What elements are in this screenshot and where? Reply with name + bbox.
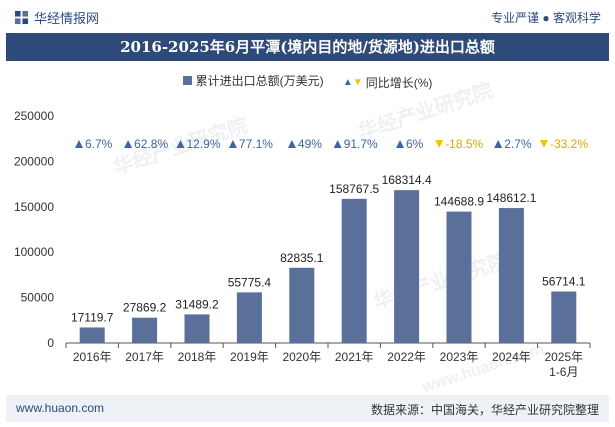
growth-up-marker: [287, 140, 296, 148]
growth-up-marker: [396, 140, 404, 148]
y-tick-label: 0: [47, 336, 54, 350]
legend-down-triangle-icon: ▼: [352, 77, 363, 88]
bar: [498, 208, 524, 343]
bar-value-label: 168314.4: [382, 173, 432, 187]
growth-up-marker: [176, 140, 185, 148]
bar-value-label: 27869.2: [123, 301, 167, 315]
bar: [132, 317, 158, 343]
bar: [446, 211, 472, 343]
growth-up-marker: [494, 140, 503, 148]
legend-growth-label: 同比增长(%): [365, 76, 433, 90]
growth-label: 62.8%: [134, 137, 168, 151]
growth-label: 6.7%: [85, 137, 113, 151]
legend-item-growth: ▲ ▼ 同比增长(%): [343, 74, 432, 91]
legend-bar-swatch: [182, 76, 192, 85]
bar-value-label: 158767.5: [329, 182, 379, 196]
brand: 华经情报网: [14, 8, 99, 27]
bar-value-label: 56714.1: [542, 275, 586, 289]
growth-label: 2.7%: [504, 137, 532, 151]
x-tick-label: 2018年: [178, 350, 217, 364]
growth-label: 91.7%: [344, 137, 378, 151]
chart-title: 2016-2025年6月平潭(境内目的地/货源地)进出口总额: [6, 33, 609, 61]
bar: [551, 291, 577, 343]
growth-up-marker: [124, 140, 133, 148]
x-tick-label: 2019年: [230, 350, 269, 364]
legend-up-triangle-icon: ▲: [342, 77, 353, 88]
footer-source: 数据来源：中国海关，华经产业研究院整理: [370, 403, 599, 417]
growth-up-marker: [75, 140, 83, 148]
growth-up-marker: [228, 140, 237, 148]
y-tick-label: 250000: [14, 109, 54, 123]
footer-website: www.huaon.com: [16, 401, 105, 415]
x-tick-label: 1-6月: [549, 365, 578, 379]
x-tick-label: 2024年: [492, 350, 531, 364]
y-tick-label: 50000: [21, 291, 55, 305]
x-tick-label: 2023年: [440, 350, 479, 364]
bar-value-label: 17119.7: [71, 310, 114, 324]
bar: [341, 198, 367, 343]
bar: [289, 267, 315, 343]
bar-value-label: 31489.2: [175, 297, 219, 311]
x-tick-label: 2021年: [335, 350, 374, 364]
bar: [184, 314, 210, 343]
growth-label: -18.5%: [445, 137, 483, 151]
bar-value-label: 82835.1: [280, 251, 324, 265]
x-tick-label: 2020年: [282, 350, 321, 364]
y-tick-label: 150000: [14, 200, 54, 214]
growth-label: 49%: [298, 137, 322, 151]
legend-bar-label: 累计进出口总额(万美元): [195, 74, 324, 88]
brand-logo-icon: [14, 10, 29, 25]
bar: [79, 327, 105, 343]
top-bar: 华经情报网 专业严谨 ● 客观科学: [0, 0, 615, 33]
bar-value-label: 148612.1: [486, 191, 536, 205]
y-tick-label: 100000: [14, 245, 54, 259]
growth-label: 12.9%: [187, 137, 221, 151]
legend-item-bars: 累计进出口总额(万美元): [182, 72, 324, 89]
x-tick-label: 2025年: [544, 350, 583, 364]
chart-legend: 累计进出口总额(万美元) ▲ ▼ 同比增长(%): [0, 72, 615, 91]
footer: www.huaon.com 数据来源：中国海关，华经产业研究院整理: [6, 395, 609, 422]
growth-label: 6%: [406, 137, 424, 151]
growth-down-marker: [435, 140, 444, 148]
bar: [236, 292, 262, 343]
tagline: 专业严谨 ● 客观科学: [491, 11, 601, 25]
bar-value-label: 55775.4: [228, 275, 272, 289]
growth-up-marker: [333, 140, 342, 148]
bar-value-label: 144688.9: [434, 195, 484, 209]
growth-label: 77.1%: [239, 137, 273, 151]
y-tick-label: 200000: [14, 154, 54, 168]
brand-name: 华经情报网: [34, 11, 100, 26]
bar: [394, 190, 420, 343]
growth-down-marker: [540, 140, 548, 148]
growth-label: -33.2%: [550, 137, 588, 151]
x-tick-label: 2022年: [387, 350, 426, 364]
x-tick-label: 2017年: [125, 350, 164, 364]
x-tick-label: 2016年: [73, 350, 112, 364]
